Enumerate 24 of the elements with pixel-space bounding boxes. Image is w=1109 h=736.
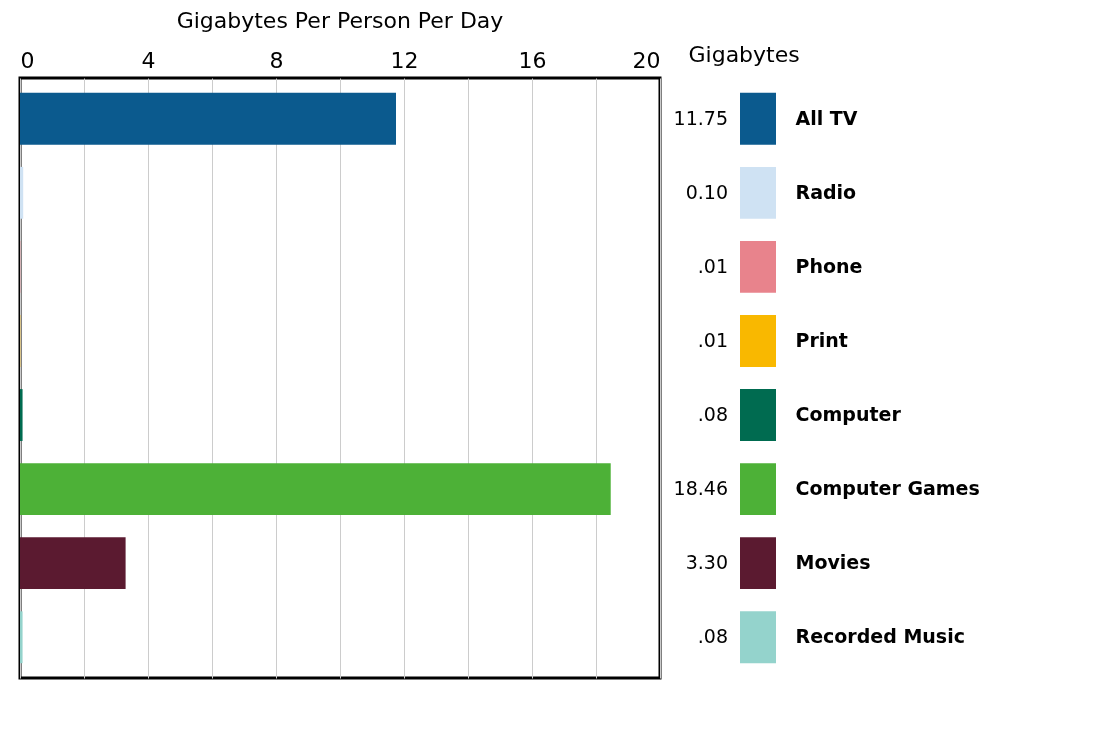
data-label: .01 <box>697 254 728 277</box>
x-tick-label: 12 <box>390 47 419 73</box>
y-tick-label: Movies <box>795 551 871 574</box>
data-label: 11.75 <box>673 106 728 129</box>
data-label: 18.46 <box>673 477 728 500</box>
data-label: .01 <box>697 328 728 351</box>
data-label: .08 <box>697 403 728 426</box>
y-tick-label: Print <box>795 328 848 351</box>
data-label: .08 <box>697 625 728 648</box>
y-tick-label: All TV <box>795 106 858 129</box>
x-tick-label: 0 <box>20 47 35 73</box>
x-tick-label: 8 <box>269 47 284 73</box>
chart-title: Gigabytes Per Person Per Day <box>176 8 504 33</box>
data-label: 3.30 <box>685 551 728 574</box>
x-tick-label: 4 <box>141 47 156 73</box>
data-label: 0.10 <box>685 180 728 203</box>
x-tick-label: 20 <box>632 47 661 73</box>
y-axis-title: Gigabytes <box>688 41 800 67</box>
y-tick-label: Phone <box>795 254 863 277</box>
y-tick-label: Radio <box>795 180 857 203</box>
y-tick-label: Recorded Music <box>795 625 965 648</box>
y-tick-label: Computer <box>795 403 902 426</box>
y-tick-label: Computer Games <box>795 477 980 500</box>
x-tick-label: 16 <box>518 47 547 73</box>
